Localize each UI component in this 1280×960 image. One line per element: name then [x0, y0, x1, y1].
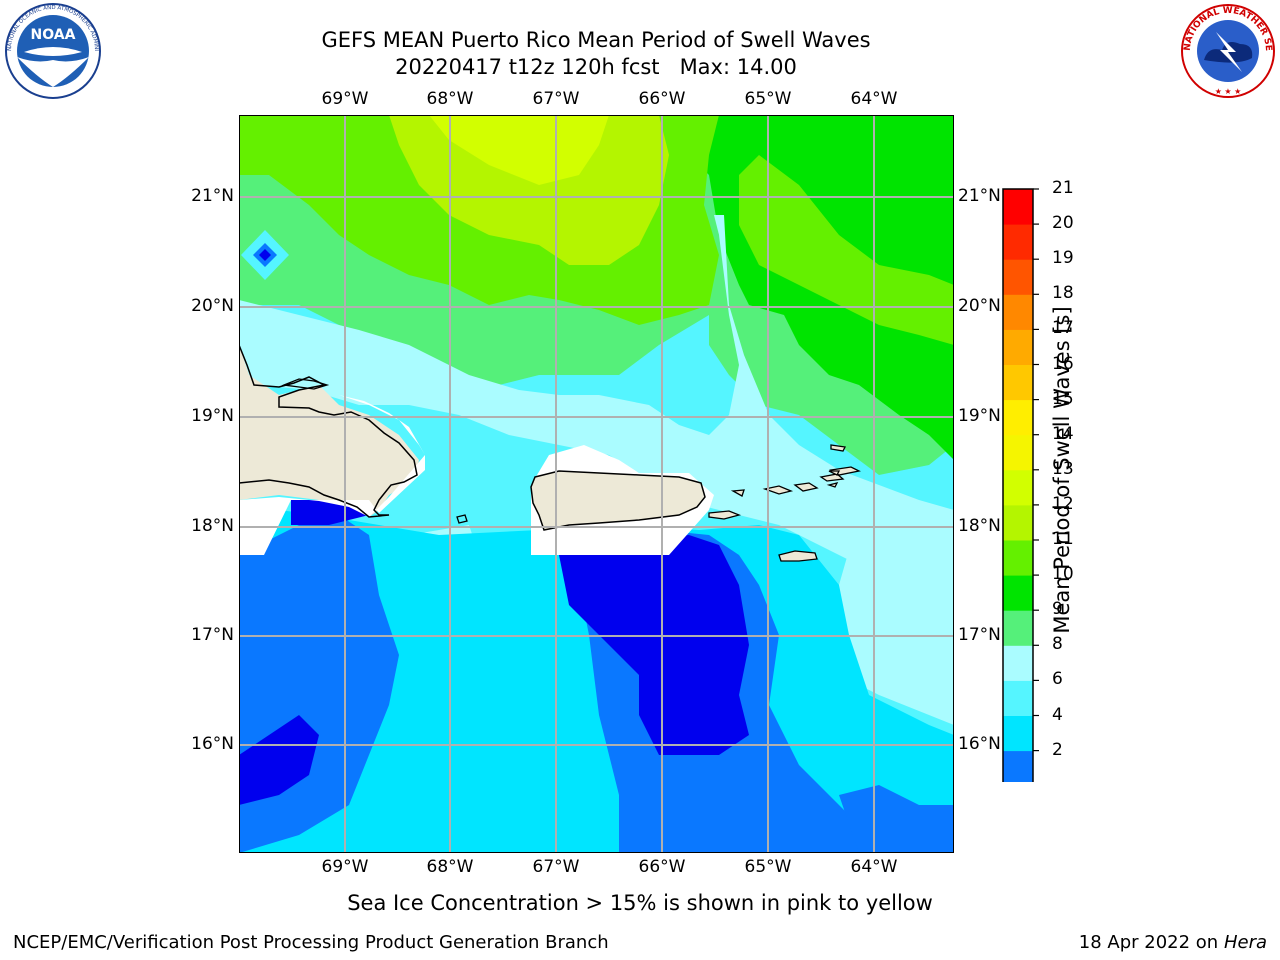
colorbar	[1002, 188, 1039, 782]
colorbar-tick-label: 12	[1052, 493, 1074, 514]
colorbar-frame	[1002, 188, 1034, 782]
land-st-thomas	[762, 485, 794, 495]
colorbar-tick-label: 10	[1052, 564, 1074, 585]
field-12-13	[389, 115, 669, 265]
lon-label-top: 69°W	[321, 89, 369, 109]
nws-logo: NATIONAL WEATHER SERVICE ★ ★ ★	[1178, 2, 1275, 98]
noaa-logo: NOAA NATIONAL OCEANIC AND ATMOSPHERIC AD…	[2, 2, 101, 99]
lon-label-bottom: 67°W	[532, 857, 580, 877]
lat-label-left: 18°N	[191, 516, 234, 536]
map-plot-area	[239, 115, 954, 853]
colorbar-segment	[1003, 469, 1033, 506]
footer-machine: Hera	[1223, 932, 1267, 953]
colorbar-segment	[1003, 750, 1033, 782]
colorbar-segment	[1003, 364, 1033, 401]
lon-label-top: 67°W	[532, 89, 580, 109]
colorbar-tick-label: 6	[1052, 669, 1063, 690]
lat-label-left: 17°N	[191, 625, 234, 645]
colorbar-segment	[1003, 504, 1033, 541]
lon-label-bottom: 65°W	[744, 857, 792, 877]
footer-date: 18 Apr 2022 on Hera	[1079, 932, 1267, 953]
sea-ice-note: Sea Ice Concentration > 15% is shown in …	[347, 891, 933, 915]
field-11-12-b	[739, 155, 954, 345]
colorbar-tick-label: 16	[1052, 353, 1074, 374]
footer-branch: NCEP/EMC/Verification Post Processing Pr…	[13, 932, 609, 953]
field-13-14	[429, 115, 609, 185]
colorbar-segment	[1003, 399, 1033, 436]
land-anegada	[830, 444, 846, 452]
lon-label-bottom: 68°W	[426, 857, 474, 877]
colorbar-segment	[1003, 294, 1033, 330]
field-9-light	[239, 215, 954, 595]
graticule	[239, 115, 954, 853]
colorbar-segment	[1003, 715, 1033, 752]
lat-label-right: 16°N	[958, 734, 1001, 754]
lon-label-top: 68°W	[426, 89, 474, 109]
map-title: GEFS MEAN Puerto Rico Mean Period of Swe…	[321, 28, 871, 52]
colorbar-segment	[1003, 610, 1033, 646]
land-st-john	[793, 482, 819, 492]
colorbar-label: Mean Period of Swell Waves [s]	[1050, 306, 1074, 634]
colorbar-segment	[1003, 224, 1033, 260]
lat-label-right: 18°N	[958, 516, 1001, 536]
noaa-logo-text: NOAA	[31, 27, 76, 43]
colorbar-tick-label: 14	[1052, 423, 1074, 444]
land-hispaniola	[239, 345, 419, 517]
colorbar-segment	[1003, 189, 1033, 225]
colorbar-segment	[1003, 434, 1033, 471]
field-below-2-b	[239, 715, 319, 805]
lon-label-bottom: 69°W	[321, 857, 369, 877]
lat-label-right: 21°N	[958, 186, 1001, 206]
lon-label-bottom: 64°W	[850, 857, 898, 877]
colorbar-segment	[1003, 575, 1033, 611]
field-below-2	[559, 535, 749, 755]
field-10-11	[649, 115, 954, 460]
colorbar-tick-label: 11	[1052, 529, 1074, 549]
land-st-croix	[778, 550, 818, 562]
colorbar-segment	[1003, 645, 1033, 681]
colorbar-tick-label: 4	[1052, 704, 1063, 725]
colorbar-segment	[1003, 259, 1033, 295]
colorbar-tick-label: 13	[1052, 458, 1074, 479]
colorbar-tick-label: 18	[1052, 283, 1074, 304]
map-subtitle: 20220417 t12z 120h fcst Max: 14.00	[395, 55, 797, 79]
svg-text:★ ★ ★: ★ ★ ★	[1215, 87, 1242, 96]
lon-label-top: 66°W	[638, 89, 686, 109]
colorbar-tick-label: 20	[1052, 213, 1074, 234]
lat-label-left: 21°N	[191, 186, 234, 206]
lat-label-right: 17°N	[958, 625, 1001, 645]
lat-label-right: 20°N	[958, 296, 1001, 316]
lat-label-right: 19°N	[958, 406, 1001, 426]
lat-label-left: 19°N	[191, 406, 234, 426]
lon-label-top: 65°W	[744, 89, 792, 109]
colorbar-tick-label: 17	[1052, 318, 1074, 339]
lon-label-top: 64°W	[850, 89, 898, 109]
lat-label-left: 16°N	[191, 734, 234, 754]
colorbar-tick-label: 21	[1052, 178, 1074, 198]
lat-label-left: 20°N	[191, 296, 234, 316]
colorbar-segment	[1003, 329, 1033, 365]
footer-date-text: 18 Apr 2022 on	[1078, 932, 1224, 953]
lon-label-bottom: 66°W	[638, 857, 686, 877]
colorbar-tick-label: 8	[1052, 634, 1063, 655]
land-mona	[456, 514, 468, 524]
colorbar-tick-label: 9	[1052, 599, 1063, 620]
colorbar-segment	[1003, 680, 1033, 716]
land-tortola	[819, 473, 845, 482]
colorbar-tick-label: 2	[1052, 739, 1063, 760]
field-2-4-c	[839, 785, 954, 853]
land-culebra	[730, 489, 745, 497]
field-4-6	[379, 655, 679, 853]
colorbar-tick-label: 15	[1052, 388, 1074, 409]
colorbar-tick-label: 19	[1052, 248, 1074, 269]
colorbar-segment	[1003, 540, 1033, 576]
land-vieques	[708, 510, 742, 520]
